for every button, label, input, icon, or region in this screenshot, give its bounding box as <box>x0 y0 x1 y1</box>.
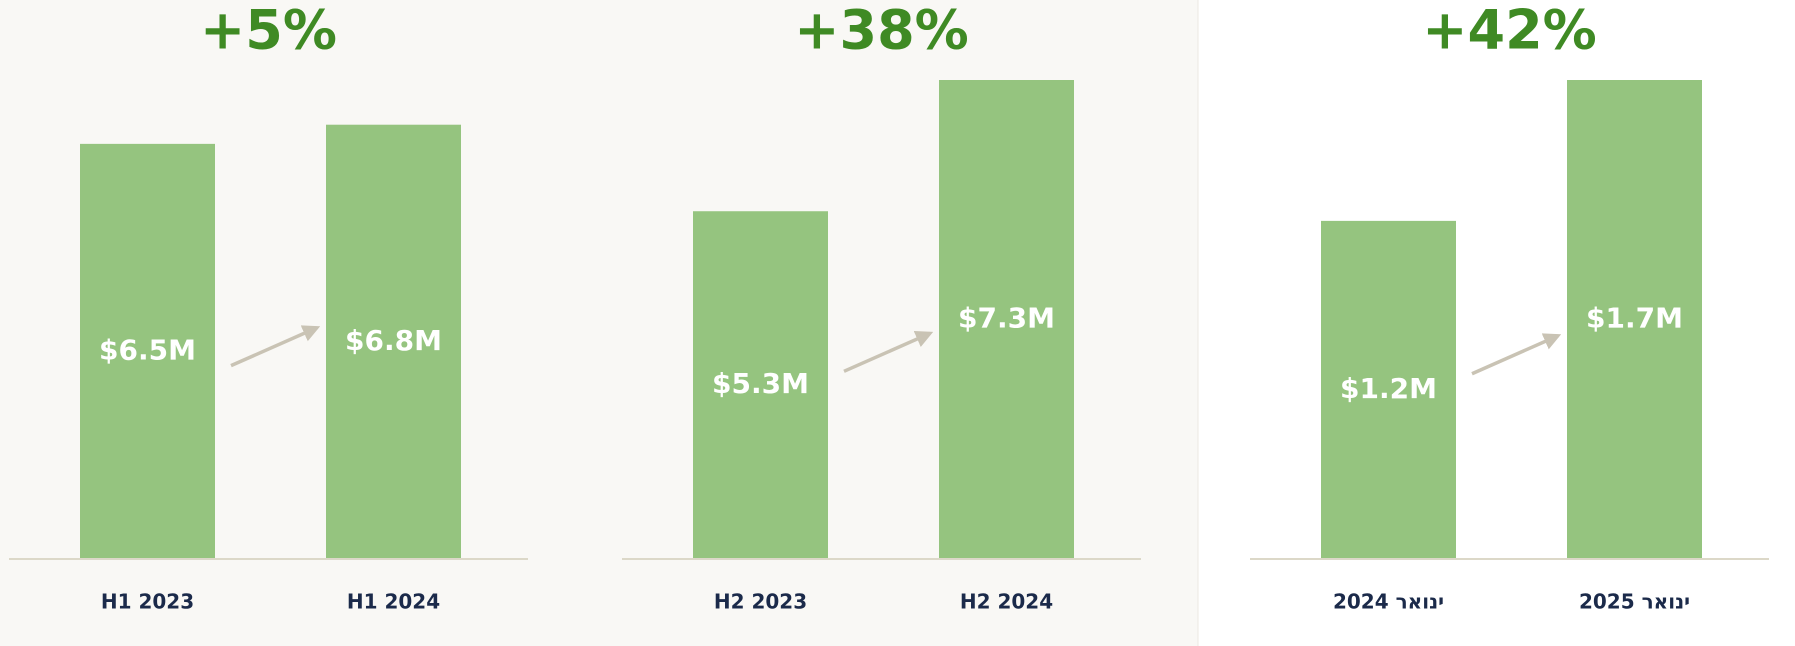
bar <box>1567 80 1702 559</box>
bar <box>80 143 215 559</box>
bar <box>1321 220 1456 559</box>
chart-title: +42% <box>1422 0 1597 62</box>
x-tick-label: H2 2023 <box>714 590 807 614</box>
bar <box>326 124 461 559</box>
bar <box>693 211 828 559</box>
value-label: $5.3M <box>712 367 809 400</box>
trend-arrow <box>230 325 321 368</box>
x-tick-label: H1 2023 <box>101 590 194 614</box>
chart-title: +5% <box>200 0 337 62</box>
value-label: $7.3M <box>958 302 1055 335</box>
panel-background <box>1198 0 1795 646</box>
x-tick-label: ינואר 2025 <box>1579 590 1690 614</box>
trend-arrow <box>1471 333 1562 376</box>
value-label: $1.2M <box>1340 372 1437 405</box>
value-label: $1.7M <box>1586 302 1683 335</box>
value-label: $6.5M <box>99 333 196 366</box>
chart-title: +38% <box>794 0 969 62</box>
trend-arrow <box>843 330 934 373</box>
x-tick-label: H1 2024 <box>347 590 440 614</box>
bar <box>939 80 1074 559</box>
value-label: $6.8M <box>345 324 442 357</box>
x-tick-label: H2 2024 <box>960 590 1053 614</box>
x-tick-label: ינואר 2024 <box>1333 590 1444 614</box>
